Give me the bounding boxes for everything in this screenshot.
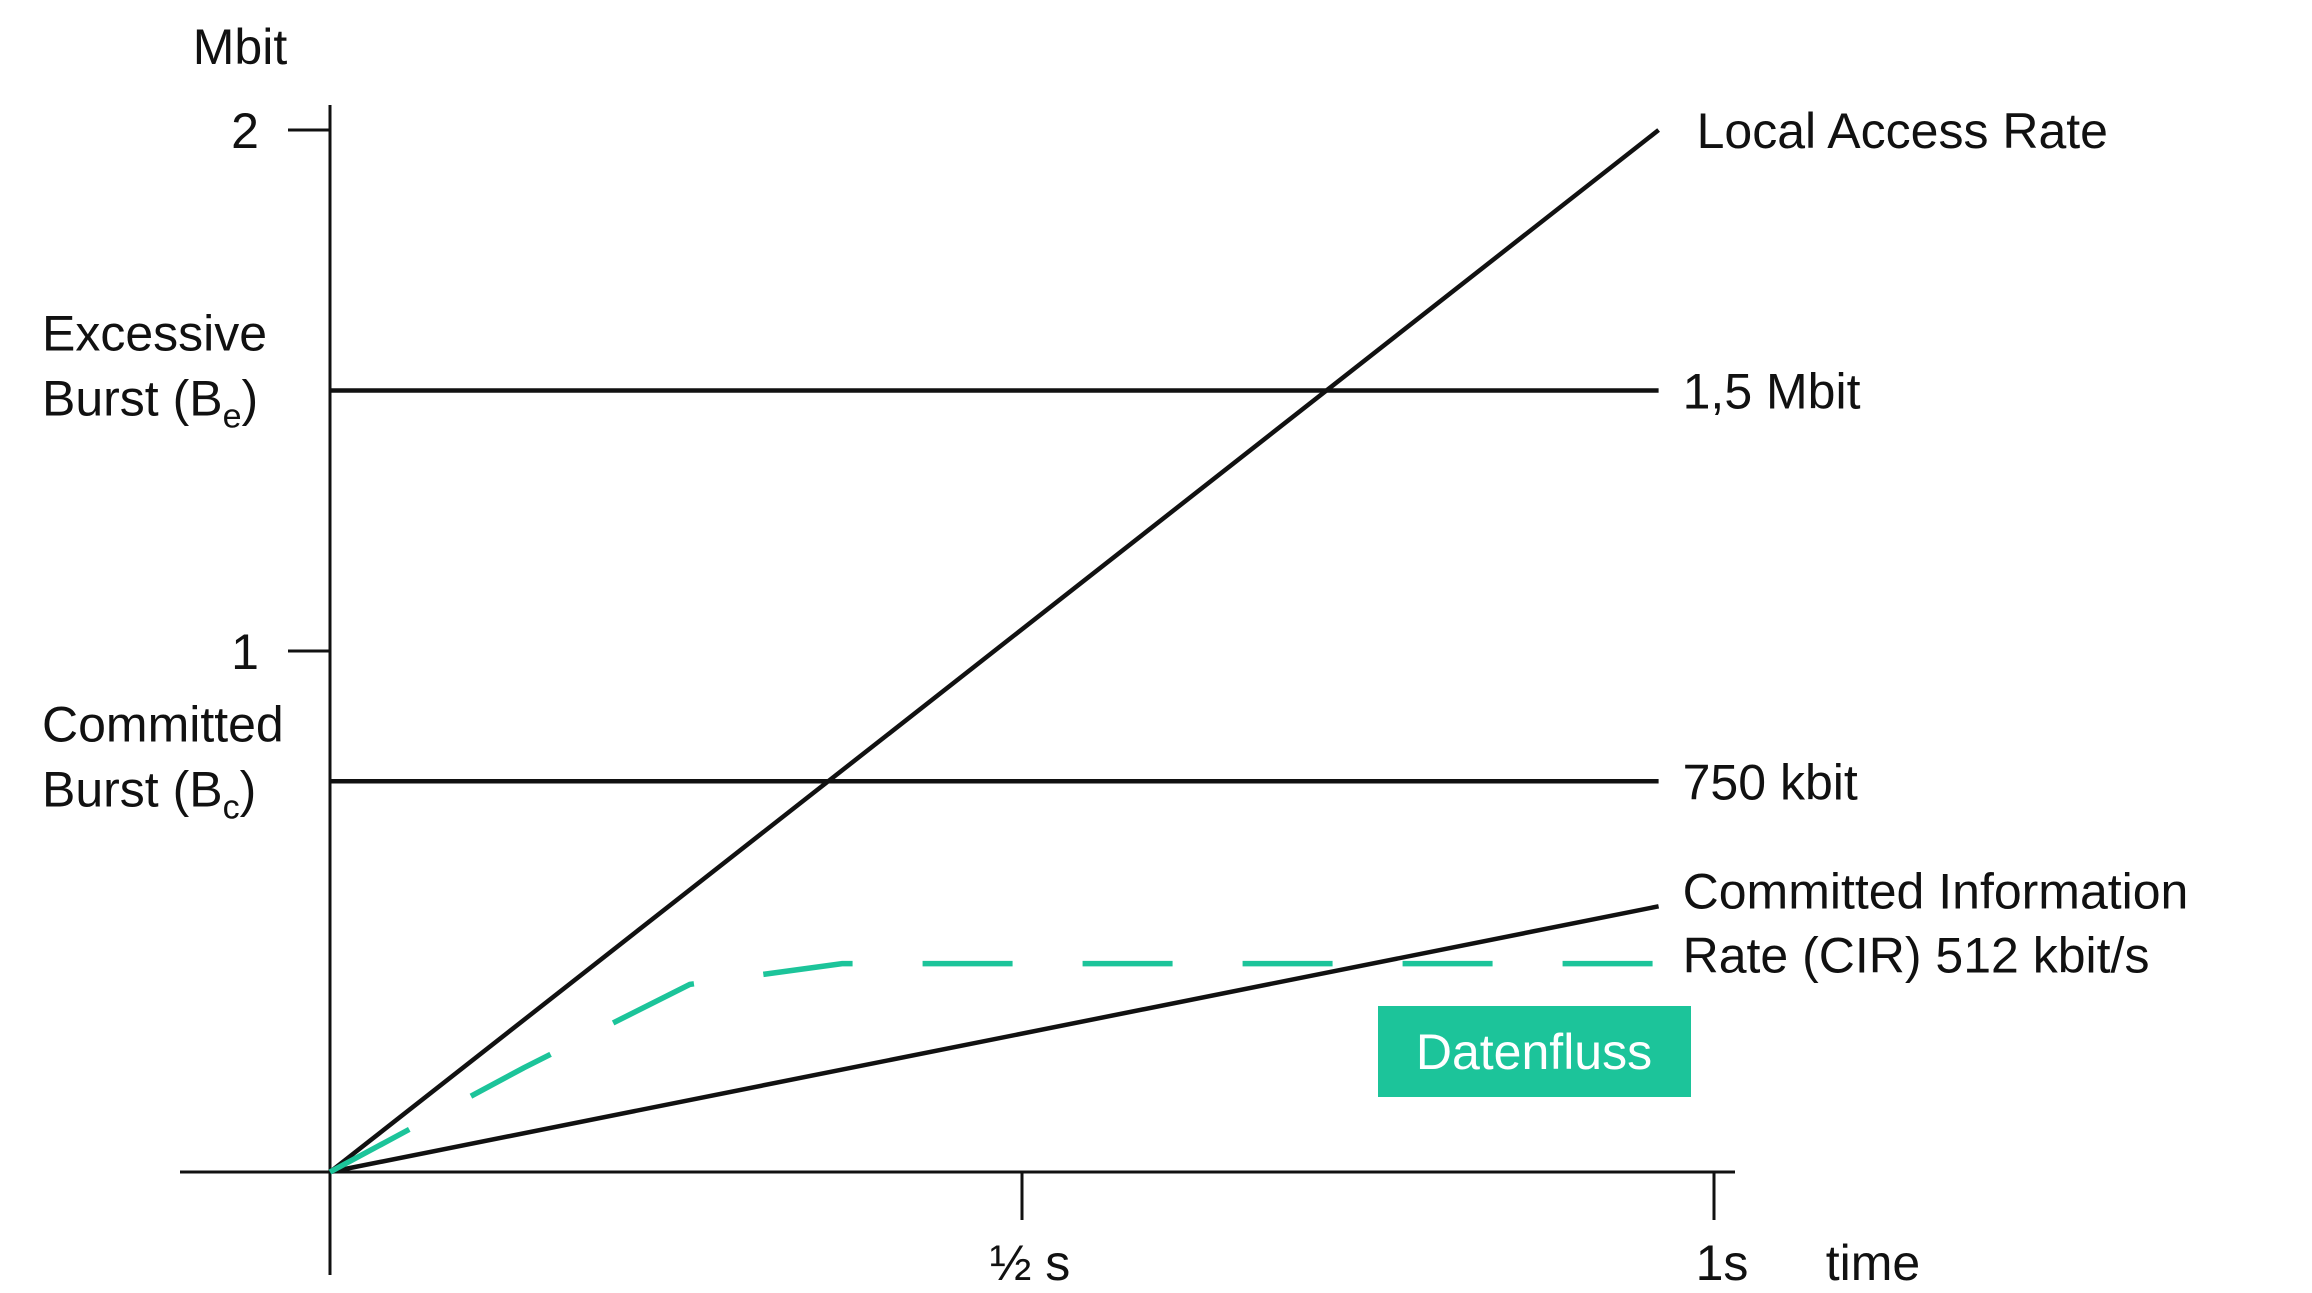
series-line-local-access-rate <box>328 128 1660 1174</box>
x-tick-label-1s: 1s <box>1696 1235 1749 1291</box>
x-tick-labels: ½ s 1s <box>990 1235 1749 1291</box>
series-label-committed-information-rate-cir-512-kbit-s-line1: Committed Information <box>1683 863 2189 919</box>
burst-label-line2: Burst (Be) <box>42 371 258 436</box>
x-tick-label-s: ½ s <box>990 1235 1071 1291</box>
x-axis-title: time <box>1826 1235 1920 1291</box>
burst-label-excessive: Excessive Burst (Be) <box>42 306 267 436</box>
burst-label-line1: Committed <box>42 696 284 752</box>
legend: Datenfluss <box>1378 1006 1691 1097</box>
y-tick-labels: 12 <box>231 103 259 680</box>
y-tick-marks <box>288 128 330 653</box>
burst-label-committed: Committed Burst (Bc) <box>42 696 284 826</box>
x-tick-marks <box>1020 1172 1716 1220</box>
burst-labels: Excessive Burst (Be) Committed Burst (Bc) <box>42 306 284 827</box>
y-tick-label-2: 2 <box>231 103 259 159</box>
series-label-750-kbit: 750 kbit <box>1683 754 1858 810</box>
series-labels: Local Access Rate 1,5 Mbit 750 kbit Committ… <box>1683 103 2189 983</box>
legend-datenfluss-label: Datenfluss <box>1416 1024 1652 1080</box>
burst-label-line2: Burst (Bc) <box>42 761 256 826</box>
series-line-datenfluss <box>328 960 1659 1175</box>
burst-label-line1: Excessive <box>42 306 267 362</box>
legend-datenfluss-box <box>1378 1006 1691 1097</box>
series-label-committed-information-rate-cir-512-kbit-s-line2: Rate (CIR) 512 kbit/s <box>1683 927 2150 983</box>
y-tick-label-1: 1 <box>231 624 259 680</box>
series-group <box>328 128 1660 1175</box>
series-label-1-5-mbit: 1,5 Mbit <box>1683 364 1861 420</box>
series-label-local-access-rate: Local Access Rate <box>1697 103 2108 159</box>
series-line-committed-information-rate-cir-512-kbit-s <box>329 904 1660 1175</box>
y-axis-title: Mbit <box>193 19 288 75</box>
